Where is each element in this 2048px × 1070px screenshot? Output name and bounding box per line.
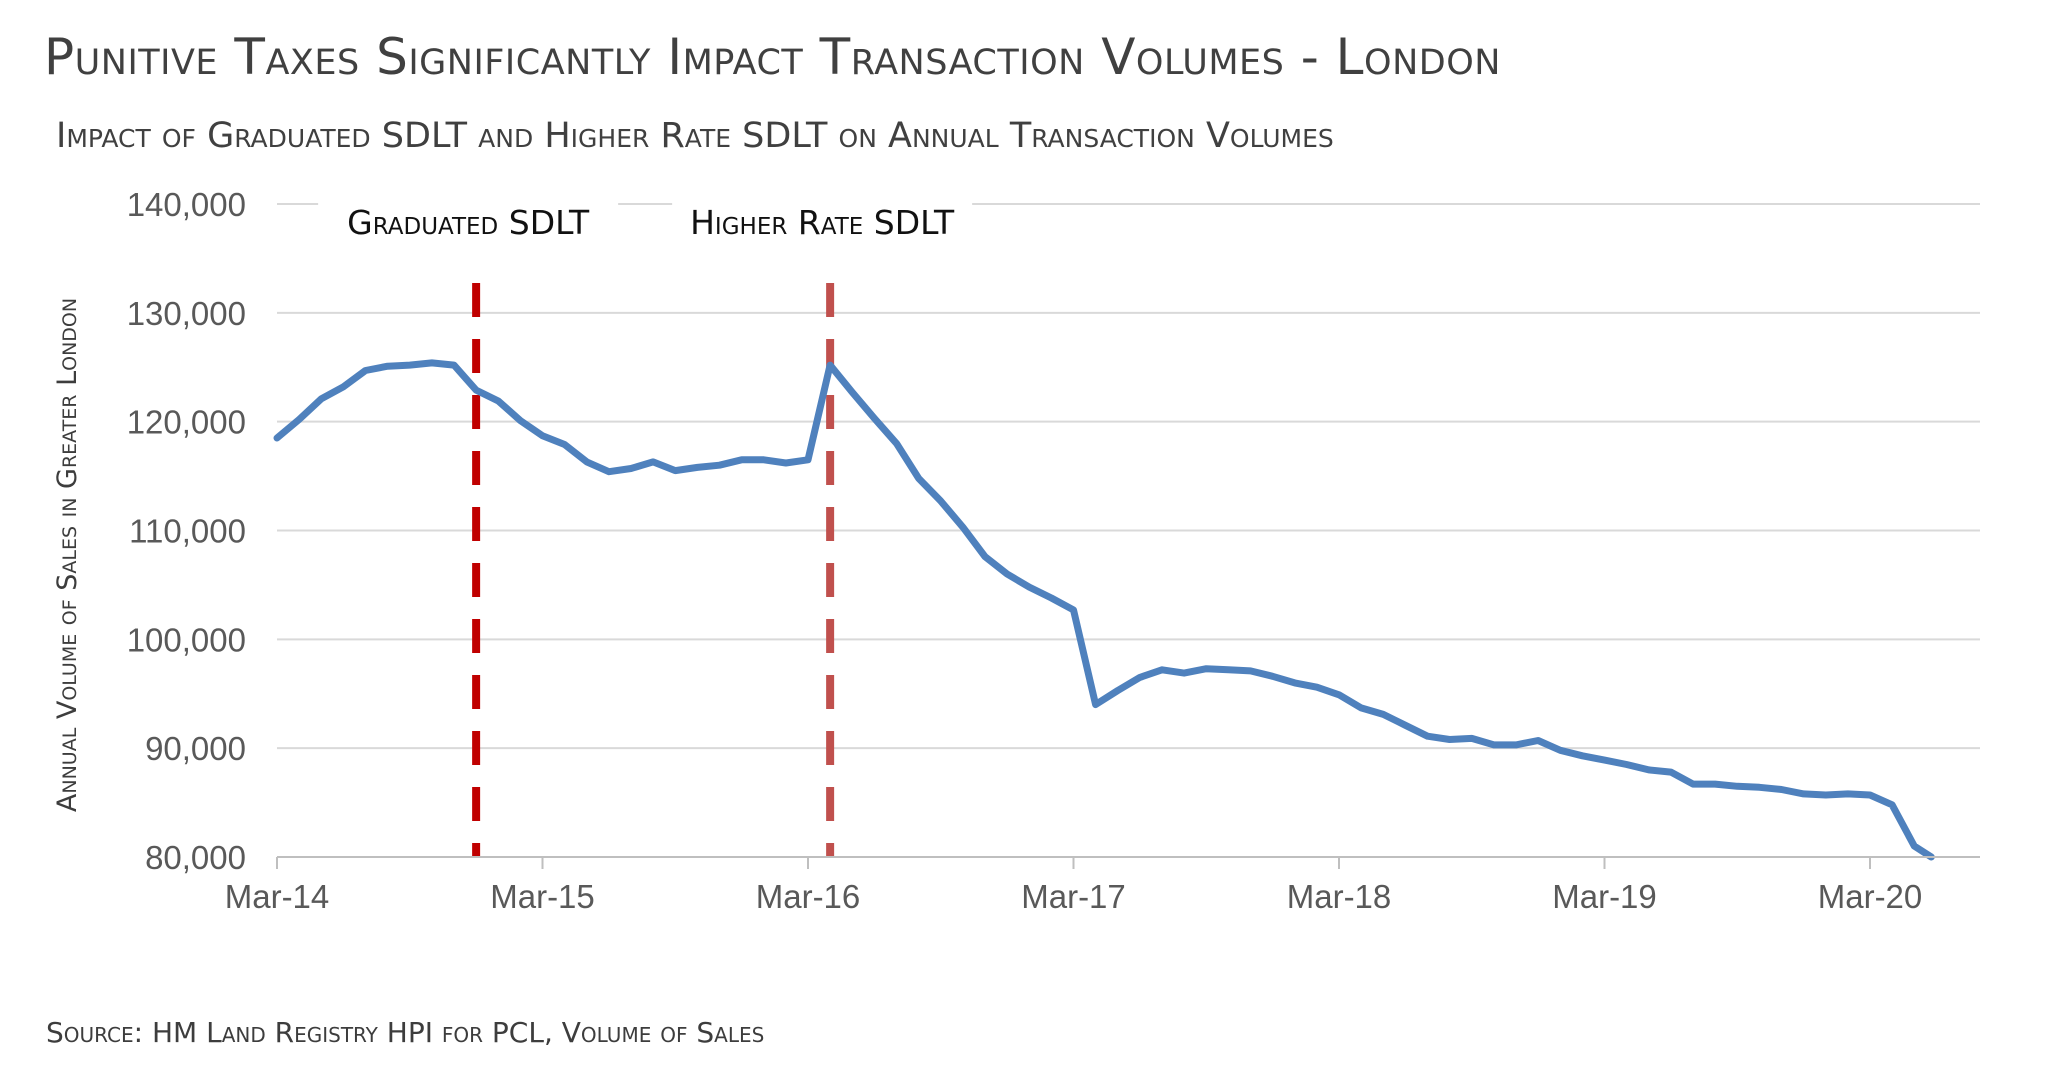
x-tick-label: Mar-19 (1552, 878, 1657, 915)
y-tick-label: 120,000 (127, 404, 246, 441)
source-note: Source: HM Land Registry HPI for PCL, Vo… (46, 1016, 765, 1049)
annotation-background (672, 190, 973, 244)
y-tick-label: 140,000 (127, 186, 246, 223)
x-tick-label: Mar-20 (1818, 878, 1923, 915)
event-markers (472, 283, 835, 857)
chart-subtitle: Impact of Graduated SDLT and Higher Rate… (56, 116, 1334, 156)
x-tick-label: Mar-14 (225, 878, 330, 915)
x-tick-label: Mar-15 (490, 878, 595, 915)
x-tick-label: Mar-16 (756, 878, 861, 915)
line-chart: 80,000 90,000 100,000 110,000 120,000 130,000… (52, 186, 1980, 915)
y-axis-label: Annual Volume of Sales in Greater London (52, 298, 83, 812)
page-title: Punitive Taxes Significantly Impact Tran… (44, 28, 1501, 86)
gridlines (277, 203, 1980, 750)
y-tick-label: 130,000 (127, 295, 246, 332)
annotation-label: Higher Rate SDLT (690, 203, 955, 242)
y-tick-label: 90,000 (145, 730, 246, 767)
x-tick-label: Mar-18 (1287, 878, 1392, 915)
series-line (273, 359, 1935, 861)
x-tick-label: Mar-17 (1021, 878, 1126, 915)
annotation-label: Graduated SDLT (347, 203, 590, 242)
axes: 80,000 90,000 100,000 110,000 120,000 130,000… (127, 186, 1980, 915)
y-tick-label: 100,000 (127, 621, 246, 658)
annotations: Graduated SDLT Higher Rate SDLT (318, 190, 973, 244)
y-tick-label: 110,000 (129, 513, 246, 550)
series-layer (273, 359, 1935, 861)
annotation-background (318, 190, 619, 244)
y-tick-label: 80,000 (145, 839, 246, 876)
